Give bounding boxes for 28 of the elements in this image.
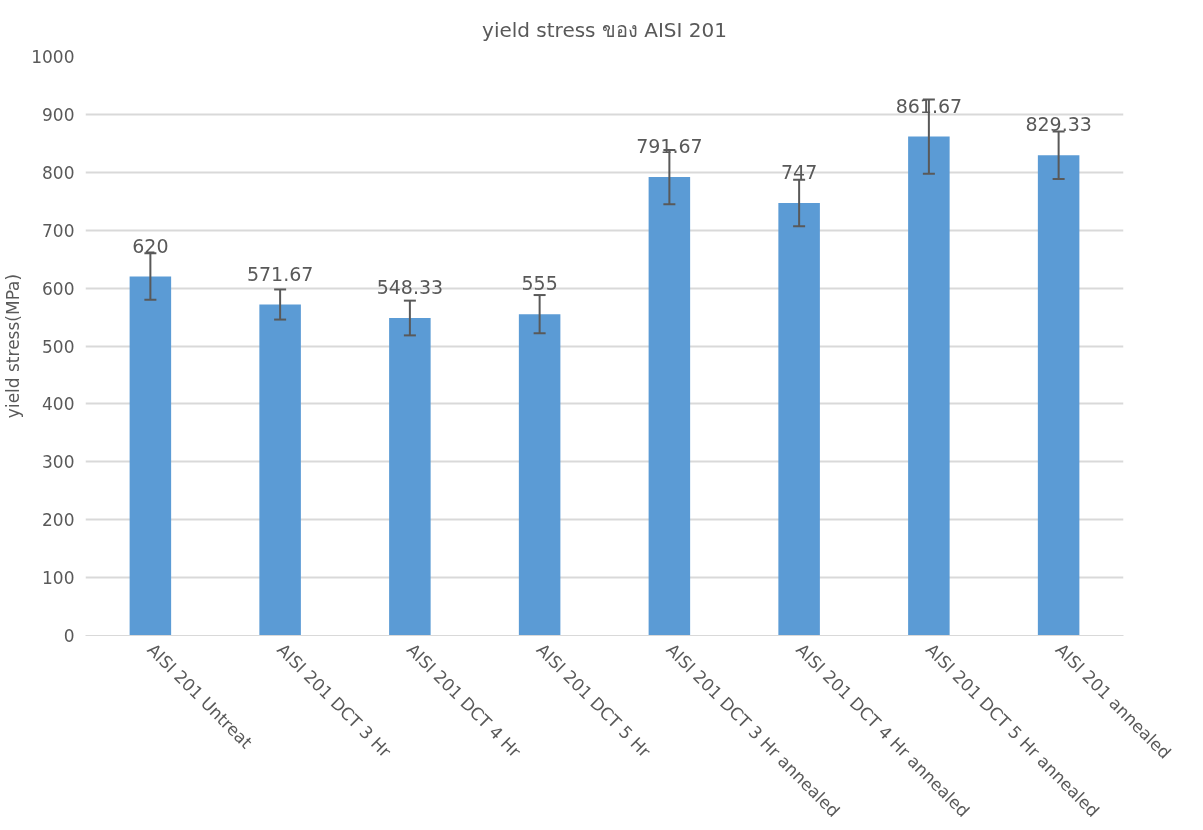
bar <box>908 136 950 636</box>
y-tick-label: 1000 <box>31 47 75 67</box>
data-label: 791.67 <box>636 135 703 158</box>
y-tick-label: 400 <box>42 394 75 415</box>
data-label: 829.33 <box>1025 113 1092 136</box>
data-label: 555 <box>521 272 558 295</box>
data-label: 620 <box>132 234 169 257</box>
bar <box>389 318 431 636</box>
bar <box>648 177 691 636</box>
y-tick-label: 700 <box>42 220 75 241</box>
y-tick-label: 300 <box>42 452 75 473</box>
chart-title: yield stress ของ AISI 201 <box>482 17 727 42</box>
data-label: 747 <box>780 160 818 183</box>
data-label: 548.33 <box>376 276 444 299</box>
y-tick-label: 900 <box>42 104 75 125</box>
y-tick-label: 600 <box>42 278 75 299</box>
bar <box>259 304 301 636</box>
y-tick-label: 0 <box>63 626 75 646</box>
bar <box>778 202 820 636</box>
y-tick-label: 500 <box>42 336 75 357</box>
bar <box>129 276 172 636</box>
bar <box>518 314 561 636</box>
y-tick-label: 800 <box>42 162 75 183</box>
bar <box>1037 155 1080 636</box>
y-tick-label: 100 <box>42 568 75 589</box>
y-axis-title: yield stress(MPa) <box>3 273 24 419</box>
y-tick-label: 200 <box>42 510 75 531</box>
data-label: 571.67 <box>246 262 314 285</box>
